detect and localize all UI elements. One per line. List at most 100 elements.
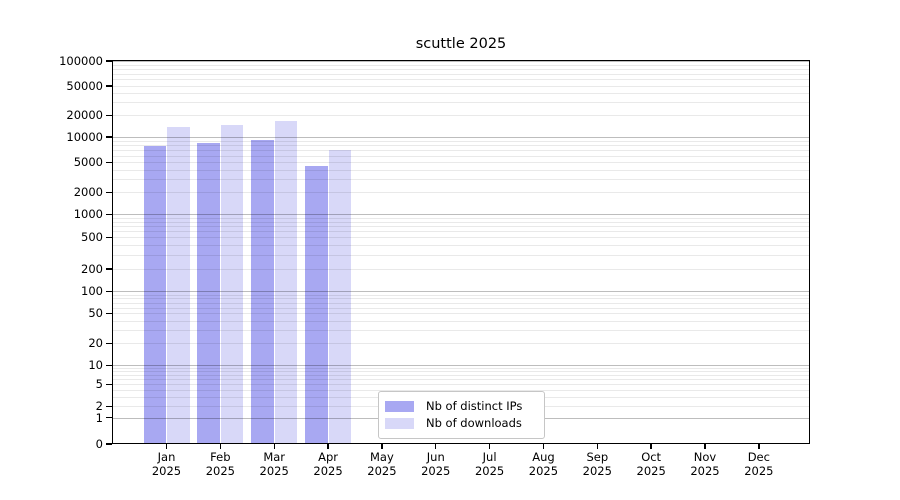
gridline-minor [112,179,810,181]
gridline-minor [112,298,810,300]
gridline-minor [112,343,810,345]
y-axis-tick-label: 2000 [73,185,103,200]
y-axis-tick [106,417,112,419]
y-axis-tick [106,312,112,314]
y-axis-tick-label: 5 [95,377,103,392]
bar-distinct-ips-jan [143,146,166,444]
x-axis-tick [596,444,598,449]
legend-label-distinct-ips: Nb of distinct IPs [426,399,523,413]
gridline-minor [112,145,810,147]
y-axis-tick [106,268,112,270]
gridline-major [112,214,810,216]
y-axis-tick [106,85,112,87]
gridline-minor [112,64,810,66]
x-axis-tick [542,444,545,449]
gridline-major [112,61,810,62]
x-axis-tick-label: May 2025 [367,450,397,478]
y-axis-tick [106,383,112,385]
x-axis-tick [758,444,760,449]
x-axis-tick-label: Apr 2025 [313,450,343,478]
y-axis-tick [106,405,112,407]
y-axis-tick-label: 1 [95,410,103,425]
legend-swatch-downloads [385,418,414,429]
gridline-minor [112,302,810,304]
gridline-minor [112,192,810,194]
y-axis-tick-label: 200 [81,262,103,276]
y-axis-tick [106,161,112,163]
y-axis-tick-label: 20 [88,336,103,351]
y-axis-tick-label: 100000 [59,54,103,68]
y-axis-tick [106,60,112,62]
gridline-minor [112,294,810,296]
x-axis-tick-label: Aug 2025 [528,450,559,478]
bar-downloads-feb [220,124,244,444]
gridline-minor [112,73,810,75]
y-axis-tick [106,342,112,344]
gridline-minor [112,79,810,81]
gridline-minor [112,93,810,95]
x-axis-tick [219,444,222,449]
gridline-minor [112,375,810,377]
gridline-minor [112,307,810,309]
legend-swatch-distinct-ips [385,401,414,412]
y-axis-tick-label: 500 [81,230,103,245]
y-axis-tick-label: 10000 [66,130,103,144]
x-axis-tick-label: Oct 2025 [636,450,666,478]
gridline-minor [112,269,810,270]
y-axis-tick-label: 50 [88,306,103,321]
y-axis-tick [106,191,112,193]
gridline-minor [112,140,810,142]
gridline-minor [112,221,810,223]
bar-distinct-ips-mar [251,140,274,444]
x-axis-tick [488,444,491,449]
x-axis-tick-label: Nov 2025 [690,450,720,478]
gridline-major [112,137,810,138]
x-axis-tick-label: Dec 2025 [744,450,774,478]
y-axis-tick-label: 2 [95,399,103,414]
y-axis-tick [106,290,112,292]
legend: Nb of distinct IPs Nb of downloads [378,391,545,439]
gridline-major [112,291,810,293]
y-axis-tick-label: 50000 [66,79,103,93]
gridline-minor [112,237,810,239]
gridline-minor [112,368,810,370]
gridline-major [112,365,810,367]
legend-entry-distinct-ips: Nb of distinct IPs [385,398,536,415]
x-axis-tick-label: Mar 2025 [259,450,289,478]
x-axis-tick [165,444,168,449]
x-axis-tick-label: Jun 2025 [421,450,451,478]
gridline-minor [112,115,810,117]
gridline-minor [112,254,810,256]
bar-distinct-ips-apr [305,165,328,444]
x-axis-tick [435,444,437,449]
bar-downloads-jan [167,126,190,444]
y-axis-tick-label: 10 [88,358,103,373]
x-axis-tick [704,444,706,449]
x-axis-tick [381,444,383,449]
y-axis-tick-label: 20000 [66,108,103,123]
bar-distinct-ips-feb [197,142,220,444]
gridline-minor [112,379,810,381]
gridline-minor [112,389,810,391]
gridline-minor [112,371,810,373]
y-axis-tick [106,236,112,238]
x-axis-tick [327,444,329,449]
gridline-minor [112,217,810,219]
gridline-minor [112,150,810,152]
gridline-minor [112,330,810,332]
y-axis-tick-label: 5000 [73,155,103,170]
x-axis-tick-label: Sep 2025 [582,450,612,478]
plot-area [112,60,810,444]
y-axis-tick [106,136,112,138]
x-axis-tick [273,444,275,449]
x-axis-tick-label: Jan 2025 [151,450,182,478]
y-axis-tick-label: 1000 [73,207,103,222]
gridline-minor [112,169,810,171]
x-axis-tick-label: Feb 2025 [205,450,235,478]
y-axis-tick-label: 0 [95,437,103,451]
chart-title: scuttle 2025 [415,36,507,52]
gridline-minor [112,86,810,87]
gridline-minor [112,226,810,228]
gridline-minor [112,69,810,71]
